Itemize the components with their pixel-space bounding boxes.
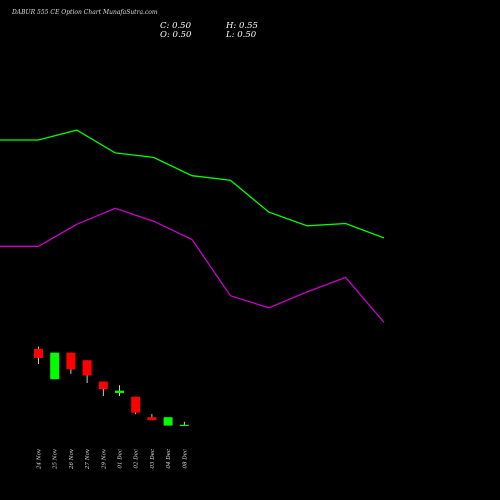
open-price-label: O: 0.50 (160, 30, 192, 40)
x-tick-label: 29 Nov (101, 448, 107, 470)
x-tick-label: 03 Dec (150, 449, 156, 469)
candle-body (34, 348, 43, 358)
close-price-label: C: 0.50 (160, 21, 191, 31)
candle-04-dec (163, 417, 173, 426)
x-tick-label: 25 Nov (53, 448, 59, 470)
x-tick-label: 24 Nov (37, 448, 43, 470)
candle-08-dec (179, 421, 189, 427)
candle-02-dec (131, 396, 141, 415)
candle-body (66, 352, 76, 370)
candle-body (115, 390, 124, 393)
candle-body (131, 396, 141, 413)
indicator-lines (0, 129, 385, 323)
x-tick-label: 08 Dec (182, 449, 188, 469)
low-price-label: L: 0.50 (226, 30, 257, 40)
candle-body (179, 424, 189, 427)
x-tick-label: 01 Dec (118, 449, 124, 469)
x-tick-label: 27 Nov (85, 448, 91, 470)
x-axis-ticks: 24 Nov 25 Nov 26 Nov 27 Nov 29 Nov 01 Dec 02 D… (37, 448, 189, 470)
x-tick-label: 02 Dec (134, 449, 140, 469)
candle-body (98, 381, 108, 390)
candle-body (50, 352, 60, 380)
chart-title: DABUR 555 CE Option Chart MunafaSutra.co… (12, 9, 158, 16)
x-tick-label: 04 Dec (166, 449, 172, 469)
upper-indicator-line (0, 129, 385, 239)
candle-26-nov (66, 352, 76, 374)
candle-body (147, 417, 157, 421)
candle-27-nov (82, 360, 92, 384)
candle-body (82, 360, 92, 376)
candles (34, 346, 189, 427)
candle-25-nov (50, 352, 60, 380)
x-tick-label: 26 Nov (69, 448, 75, 470)
candle-29-nov (98, 381, 108, 396)
candle-24-nov (34, 346, 43, 365)
candle-03-dec (147, 414, 157, 421)
high-price-label: H: 0.55 (226, 21, 258, 31)
lower-indicator-line (0, 207, 385, 323)
candle-01-dec (115, 385, 124, 396)
candle-body (163, 417, 173, 426)
